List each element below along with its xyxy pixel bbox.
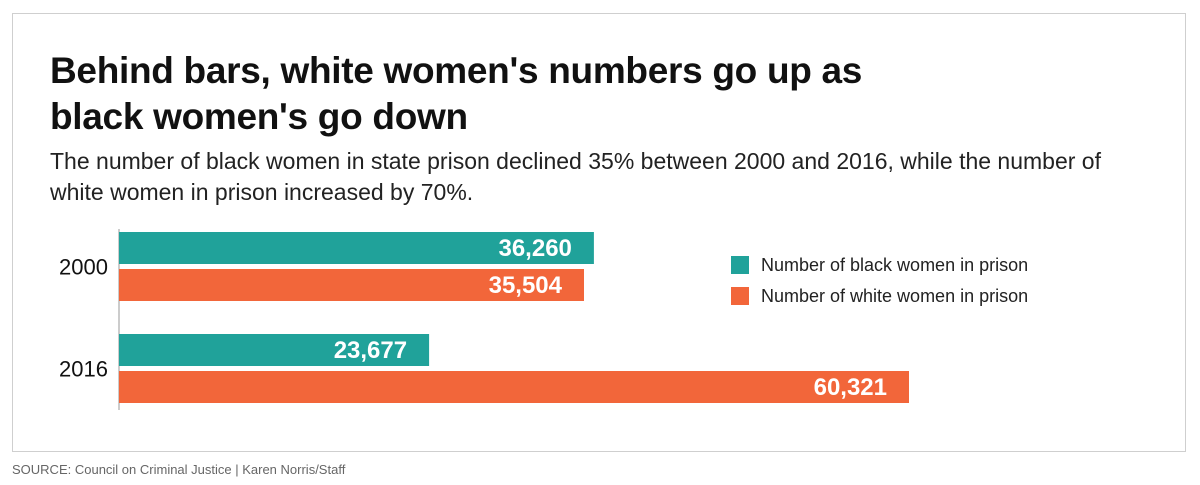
legend-label-2: Number of white women in prison — [761, 286, 1028, 306]
bar-2000-series-1 — [119, 232, 594, 264]
bar-2016-series-1 — [119, 334, 430, 366]
bar-2016-series-2 — [119, 371, 909, 403]
bar-value-label-2016-series-2: 60,321 — [814, 374, 887, 401]
source-credit: SOURCE: Council on Criminal Justice | Ka… — [12, 462, 346, 477]
chart-subtitle: The number of black women in state priso… — [50, 148, 1101, 205]
legend-label-1: Number of black women in prison — [761, 255, 1028, 275]
category-label-2016: 2016 — [59, 357, 108, 382]
legend-swatch-2 — [731, 287, 749, 305]
bar-value-label-2016-series-1: 23,677 — [334, 337, 407, 364]
category-label-2000: 2000 — [59, 255, 108, 280]
legend-swatch-1 — [731, 256, 749, 274]
bar-value-label-2000-series-2: 35,504 — [489, 272, 563, 299]
chart-title: Behind bars, white women's numbers go up… — [50, 50, 863, 137]
bar-2000-series-2 — [119, 269, 584, 301]
bar-value-label-2000-series-1: 36,260 — [498, 235, 571, 262]
